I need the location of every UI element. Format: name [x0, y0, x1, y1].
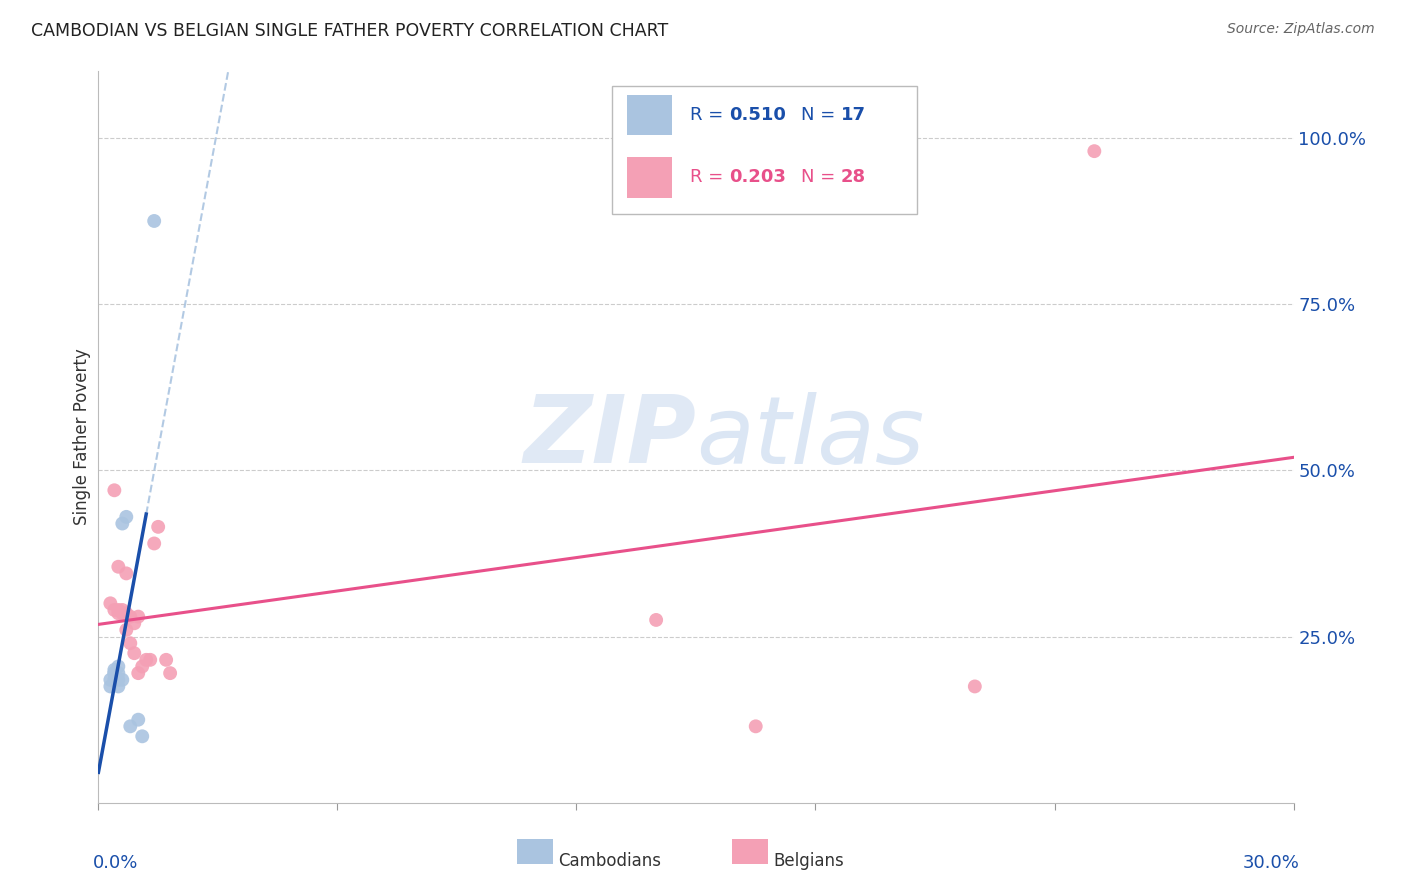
Bar — [517, 839, 553, 863]
Point — [131, 729, 153, 743]
Point — [107, 607, 129, 621]
Point — [107, 603, 129, 617]
Point — [107, 673, 129, 687]
Text: Belgians: Belgians — [773, 852, 845, 870]
Point — [124, 646, 146, 660]
Point — [115, 509, 138, 524]
Point — [103, 666, 125, 681]
Point — [111, 516, 134, 531]
Point — [120, 636, 142, 650]
Text: Cambodians: Cambodians — [558, 852, 662, 870]
Point — [98, 596, 122, 610]
Point — [159, 666, 181, 681]
Bar — [627, 95, 672, 136]
Point — [1083, 144, 1105, 158]
Text: CAMBODIAN VS BELGIAN SINGLE FATHER POVERTY CORRELATION CHART: CAMBODIAN VS BELGIAN SINGLE FATHER POVER… — [31, 22, 668, 40]
Text: 30.0%: 30.0% — [1243, 854, 1299, 872]
Point — [127, 666, 149, 681]
Point — [111, 673, 134, 687]
Point — [107, 659, 129, 673]
Text: 0.0%: 0.0% — [93, 854, 138, 872]
Bar — [627, 157, 672, 197]
Text: 28: 28 — [841, 169, 866, 186]
Point — [127, 609, 149, 624]
Point — [143, 214, 166, 228]
Point — [155, 653, 177, 667]
Point — [103, 666, 125, 681]
Point — [103, 663, 125, 677]
Point — [120, 719, 142, 733]
Text: R =: R = — [690, 169, 728, 186]
FancyBboxPatch shape — [613, 86, 917, 214]
Text: 0.203: 0.203 — [730, 169, 786, 186]
Text: N =: N = — [801, 169, 841, 186]
Point — [103, 483, 125, 498]
Point — [111, 603, 134, 617]
Point — [103, 673, 125, 687]
Point — [107, 680, 129, 694]
Text: Source: ZipAtlas.com: Source: ZipAtlas.com — [1227, 22, 1375, 37]
Point — [115, 566, 138, 581]
Point — [745, 719, 768, 733]
Point — [98, 673, 122, 687]
Point — [120, 609, 142, 624]
Point — [148, 520, 170, 534]
Point — [963, 680, 986, 694]
Point — [124, 616, 146, 631]
Text: R =: R = — [690, 106, 728, 124]
Point — [645, 613, 668, 627]
Text: N =: N = — [801, 106, 841, 124]
Point — [139, 653, 162, 667]
Point — [98, 680, 122, 694]
Point — [107, 559, 129, 574]
Point — [127, 713, 149, 727]
Text: ZIP: ZIP — [523, 391, 696, 483]
Point — [143, 536, 166, 550]
Bar — [733, 839, 768, 863]
Point — [111, 607, 134, 621]
Point — [135, 653, 157, 667]
Point — [107, 666, 129, 681]
Point — [103, 603, 125, 617]
Point — [115, 623, 138, 637]
Point — [115, 607, 138, 621]
Y-axis label: Single Father Poverty: Single Father Poverty — [73, 349, 91, 525]
Point — [131, 659, 153, 673]
Text: 0.510: 0.510 — [730, 106, 786, 124]
Text: atlas: atlas — [696, 392, 924, 483]
Text: 17: 17 — [841, 106, 866, 124]
